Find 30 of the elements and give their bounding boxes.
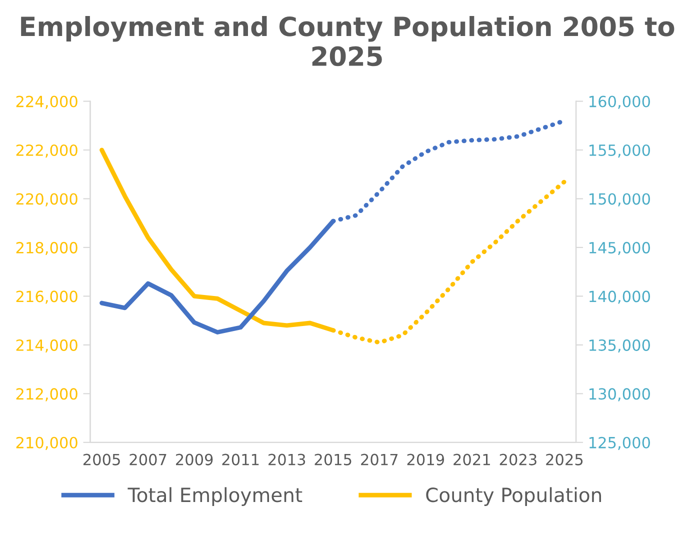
x-tick-label: 2023 <box>500 454 536 466</box>
legend-label: County Population <box>426 487 601 506</box>
y-tick-label: 210,000 <box>16 436 78 450</box>
y2-tick-label: 155,000 <box>590 144 650 158</box>
y-tick-label: 218,000 <box>16 242 78 256</box>
y-tick-label: 214,000 <box>16 339 78 353</box>
y2-tick-label: 130,000 <box>590 388 650 402</box>
y2-tick-label: 135,000 <box>590 339 650 353</box>
x-tick-label: 2025 <box>546 454 583 466</box>
y-tick-label: 216,000 <box>16 290 78 304</box>
x-tick-label: 2009 <box>176 454 213 466</box>
y2-tick-label: 150,000 <box>590 193 650 206</box>
y2-tick-label: 160,000 <box>590 96 650 109</box>
x-tick-label: 2005 <box>83 454 120 466</box>
y-tick-label: 220,000 <box>16 193 78 206</box>
chart-title: Employment and County Population 2005 to 2025 <box>21 16 674 66</box>
x-tick-label: 2011 <box>222 454 259 466</box>
x-tick-label: 2007 <box>130 454 166 466</box>
y-tick-label: 212,000 <box>16 388 78 402</box>
x-tick-label: 2019 <box>407 454 444 466</box>
x-tick-label: 2021 <box>454 454 490 466</box>
y2-tick-label: 145,000 <box>590 242 650 256</box>
x-tick-label: 2015 <box>314 454 352 466</box>
y-tick-label: 222,000 <box>16 144 78 158</box>
y-tick-label: 224,000 <box>16 96 78 109</box>
legend-label: Total Employment <box>128 487 302 506</box>
y2-tick-label: 125,000 <box>590 436 650 450</box>
y2-tick-label: 140,000 <box>590 290 650 304</box>
x-tick-label: 2017 <box>361 454 398 466</box>
x-tick-label: 2013 <box>268 454 306 466</box>
